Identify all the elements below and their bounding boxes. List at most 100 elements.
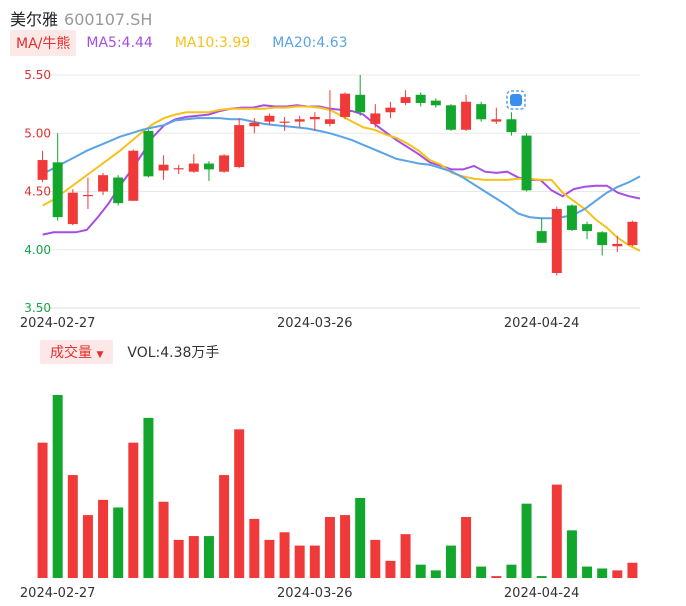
candle-body [536,231,547,243]
volume-bar [203,536,214,578]
chip-marker-frame [506,90,526,110]
volume-bar [279,532,290,578]
volume-bar [143,417,154,578]
candle-body [415,94,426,103]
volume-bar [385,560,396,578]
volume-bar [67,475,78,578]
stock-code: 600107.SH [64,10,153,29]
candle-body [279,121,290,123]
volume-bar [400,534,411,578]
candle-body [461,101,472,130]
candlesticks [37,75,638,276]
volume-bar [37,442,48,578]
candle-body [203,163,214,170]
candle-body [37,160,48,180]
volume-tab-label: 成交量 [50,345,92,361]
volume-header: 成交量 ▼ VOL:4.38万手 [40,340,220,364]
ma-legend: MA/牛熊 MA5:4.44 MA10:3.99 MA20:4.63 [10,30,370,56]
volume-bar [506,564,517,578]
y-tick-label: 3.50 [24,301,51,315]
candle-body [82,194,93,197]
candle-body [324,119,335,124]
volume-bar [113,507,124,578]
volume-bar [521,503,532,578]
volume-bar [445,545,456,578]
dropdown-caret-icon: ▼ [96,350,104,360]
volume-bar [355,497,366,578]
candle-body [385,107,396,113]
candle-body [355,94,366,113]
candle-body [445,105,456,130]
candle-body [67,192,78,225]
volume-bar [219,475,230,578]
volume-bar [597,568,608,578]
volume-bar [294,545,305,578]
x-tick-label: 2024-04-24 [504,586,580,601]
candle-body [264,115,275,122]
candle-body [612,243,623,247]
chip-marker-fill [510,94,522,106]
volume-bar [324,517,335,578]
x-tick-label: 2024-03-26 [277,586,353,601]
volume-bar [566,530,577,578]
volume-bar [52,395,63,578]
candle-body [234,125,245,168]
volume-bar [612,570,623,578]
volume-bar [551,484,562,578]
volume-bar [188,536,199,578]
volume-bar [158,501,169,578]
ma10-legend: MA10:3.99 [174,35,251,51]
candle-body [219,155,230,172]
candle-body [309,116,320,120]
volume-bar [249,518,260,578]
stock-name: 美尔雅 [10,10,59,29]
x-tick-label: 2024-02-27 [20,586,96,601]
price-date-axis: 2024-02-27 2024-03-26 2024-04-24 [20,316,580,331]
x-tick-label: 2024-03-26 [277,316,353,331]
candle-body [400,97,411,103]
candle-body [113,177,124,204]
candle-body [294,119,305,122]
candle-body [158,164,169,171]
volume-bar [234,429,245,578]
candle-body [491,119,502,122]
candle-body [476,104,487,120]
candle-body [506,119,517,133]
volume-bar [415,564,426,578]
ma5-legend: MA5:4.44 [86,35,153,51]
y-tick-label: 4.00 [24,243,51,257]
candle-body [566,205,577,230]
volume-bar [582,566,593,578]
volume-bar [309,545,320,578]
volume-bar [173,539,184,578]
volume-bar [128,442,139,578]
candle-body [52,162,63,218]
candle-body [430,100,441,106]
y-tick-label: 5.00 [24,126,51,140]
volume-indicator-dropdown[interactable]: 成交量 ▼ [40,340,114,364]
volume-value: VOL:4.38万手 [127,345,220,361]
candle-body [143,130,154,177]
volume-bar [536,576,547,578]
volume-bar [340,515,351,578]
candle-body [98,175,109,192]
volume-bar [461,517,472,578]
volume-bar [476,566,487,578]
volume-bar [98,499,109,578]
volume-bar [430,570,441,578]
price-axis: 5.50 5.00 4.50 4.00 3.50 [24,68,51,315]
y-tick-label: 4.50 [24,185,51,199]
candle-body [173,168,184,170]
candle-body [370,113,381,124]
candle-body [340,93,351,117]
volume-bar [491,576,502,578]
chip-marker-icon [506,90,526,110]
x-tick-label: 2024-04-24 [504,316,580,331]
volume-date-axis: 2024-02-27 2024-03-26 2024-04-24 [20,586,580,601]
stock-title: 美尔雅 600107.SH [10,6,152,30]
candle-body [521,135,532,191]
candle-body [627,221,638,246]
x-tick-label: 2024-02-27 [20,316,96,331]
ma-toggle-button[interactable]: MA/牛熊 [10,30,77,56]
